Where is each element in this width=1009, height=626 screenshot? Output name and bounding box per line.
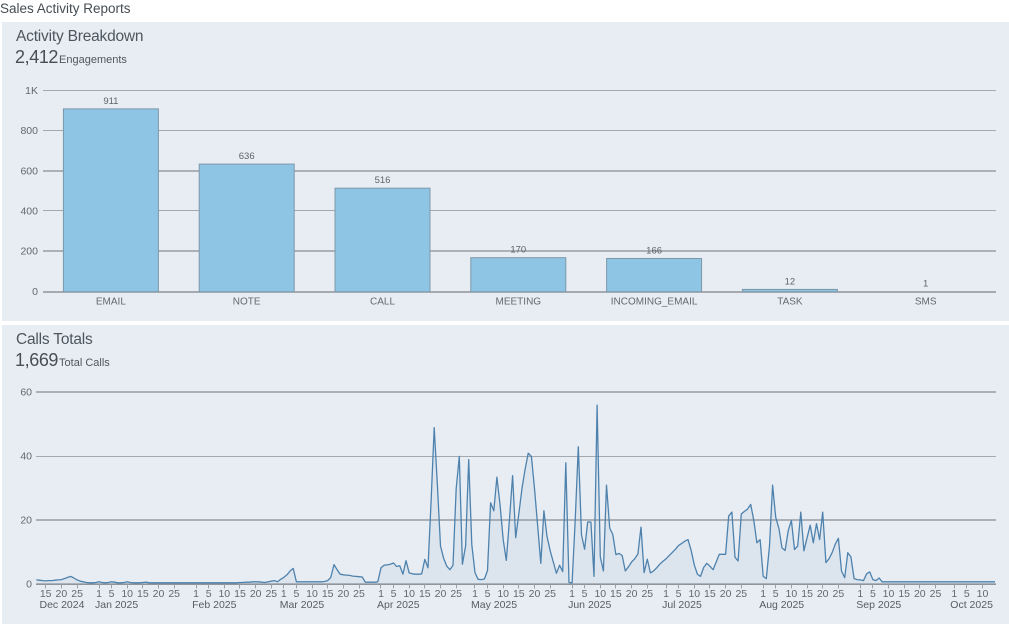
svg-text:Oct 2025: Oct 2025 xyxy=(950,599,993,611)
svg-text:15: 15 xyxy=(137,588,149,600)
svg-text:1: 1 xyxy=(951,588,957,600)
svg-text:25: 25 xyxy=(353,588,365,600)
svg-text:20: 20 xyxy=(250,588,262,600)
svg-text:Jan 2025: Jan 2025 xyxy=(95,599,138,611)
svg-text:10: 10 xyxy=(786,588,798,600)
svg-text:15: 15 xyxy=(801,588,813,600)
svg-text:Jun 2025: Jun 2025 xyxy=(568,599,611,611)
svg-text:TASK: TASK xyxy=(777,296,803,307)
svg-text:1: 1 xyxy=(472,588,478,600)
svg-text:1: 1 xyxy=(193,588,199,600)
svg-text:20: 20 xyxy=(20,514,32,526)
svg-text:1K: 1K xyxy=(25,85,38,97)
svg-text:40: 40 xyxy=(20,450,32,462)
svg-text:10: 10 xyxy=(121,588,133,600)
svg-text:0: 0 xyxy=(32,286,38,298)
svg-text:5: 5 xyxy=(676,588,682,600)
svg-text:1: 1 xyxy=(923,279,928,290)
svg-text:10: 10 xyxy=(688,588,700,600)
svg-text:5: 5 xyxy=(206,588,212,600)
svg-text:12: 12 xyxy=(785,276,796,287)
svg-text:25: 25 xyxy=(833,588,845,600)
svg-text:170: 170 xyxy=(510,245,526,256)
svg-text:5: 5 xyxy=(109,588,115,600)
svg-text:5: 5 xyxy=(870,588,876,600)
svg-text:20: 20 xyxy=(435,588,447,600)
svg-text:15: 15 xyxy=(513,588,525,600)
svg-text:20: 20 xyxy=(817,588,829,600)
svg-text:0: 0 xyxy=(26,578,32,590)
svg-text:EMAIL: EMAIL xyxy=(96,296,126,307)
svg-text:15: 15 xyxy=(704,588,716,600)
svg-text:10: 10 xyxy=(977,588,989,600)
svg-text:1: 1 xyxy=(857,588,863,600)
svg-text:Apr 2025: Apr 2025 xyxy=(377,599,420,611)
svg-text:10: 10 xyxy=(497,588,509,600)
svg-text:Aug 2025: Aug 2025 xyxy=(759,599,804,611)
svg-text:1: 1 xyxy=(96,588,102,600)
svg-text:5: 5 xyxy=(773,588,779,600)
svg-text:Jul 2025: Jul 2025 xyxy=(662,599,702,611)
svg-text:636: 636 xyxy=(239,151,255,162)
svg-text:20: 20 xyxy=(338,588,350,600)
svg-text:5: 5 xyxy=(293,588,299,600)
svg-text:20: 20 xyxy=(626,588,638,600)
svg-text:600: 600 xyxy=(20,165,38,177)
svg-text:15: 15 xyxy=(322,588,334,600)
svg-text:15: 15 xyxy=(419,588,431,600)
svg-text:200: 200 xyxy=(20,246,38,258)
svg-text:Feb 2025: Feb 2025 xyxy=(192,599,237,611)
svg-text:911: 911 xyxy=(103,96,118,107)
svg-text:800: 800 xyxy=(20,125,38,137)
svg-text:10: 10 xyxy=(594,588,606,600)
svg-text:25: 25 xyxy=(544,588,556,600)
svg-text:NOTE: NOTE xyxy=(233,296,261,307)
svg-text:5: 5 xyxy=(582,588,588,600)
svg-text:15: 15 xyxy=(898,588,910,600)
svg-text:25: 25 xyxy=(641,588,653,600)
svg-text:166: 166 xyxy=(646,246,662,257)
svg-text:5: 5 xyxy=(485,588,491,600)
svg-text:10: 10 xyxy=(403,588,415,600)
svg-text:25: 25 xyxy=(71,588,83,600)
svg-text:Mar 2025: Mar 2025 xyxy=(280,599,325,611)
svg-text:1: 1 xyxy=(760,588,766,600)
svg-text:25: 25 xyxy=(450,588,462,600)
svg-text:10: 10 xyxy=(883,588,895,600)
svg-text:20: 20 xyxy=(529,588,541,600)
svg-text:CALL: CALL xyxy=(370,296,395,307)
svg-text:400: 400 xyxy=(20,206,38,218)
svg-text:MEETING: MEETING xyxy=(496,296,542,307)
svg-text:5: 5 xyxy=(391,588,397,600)
svg-text:25: 25 xyxy=(265,588,277,600)
svg-text:1: 1 xyxy=(663,588,669,600)
svg-text:INCOMING_EMAIL: INCOMING_EMAIL xyxy=(611,296,698,307)
svg-text:SMS: SMS xyxy=(915,296,937,307)
svg-text:25: 25 xyxy=(930,588,942,600)
svg-text:1: 1 xyxy=(569,588,575,600)
svg-text:516: 516 xyxy=(375,175,391,186)
svg-text:Dec 2024: Dec 2024 xyxy=(40,599,85,611)
svg-text:20: 20 xyxy=(720,588,732,600)
svg-text:20: 20 xyxy=(914,588,926,600)
svg-text:10: 10 xyxy=(306,588,318,600)
svg-text:15: 15 xyxy=(234,588,246,600)
svg-text:20: 20 xyxy=(153,588,165,600)
svg-text:25: 25 xyxy=(735,588,747,600)
svg-text:25: 25 xyxy=(168,588,180,600)
svg-text:60: 60 xyxy=(20,386,32,398)
svg-text:10: 10 xyxy=(218,588,230,600)
svg-text:15: 15 xyxy=(610,588,622,600)
svg-text:1: 1 xyxy=(378,588,384,600)
svg-text:May 2025: May 2025 xyxy=(471,599,517,611)
svg-text:5: 5 xyxy=(964,588,970,600)
svg-text:20: 20 xyxy=(56,588,68,600)
svg-text:Sep 2025: Sep 2025 xyxy=(856,599,901,611)
svg-text:1: 1 xyxy=(281,588,287,600)
svg-text:15: 15 xyxy=(40,588,52,600)
